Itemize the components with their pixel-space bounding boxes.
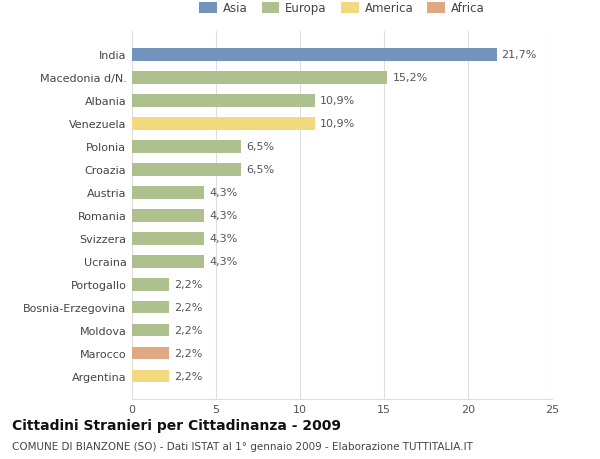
Text: 6,5%: 6,5% [246, 165, 274, 175]
Text: 2,2%: 2,2% [174, 348, 202, 358]
Text: 10,9%: 10,9% [320, 96, 355, 106]
Bar [132, 95, 315, 107]
Legend: Asia, Europa, America, Africa: Asia, Europa, America, Africa [196, 0, 488, 19]
Text: 6,5%: 6,5% [246, 142, 274, 152]
Text: 4,3%: 4,3% [209, 257, 238, 267]
Text: 10,9%: 10,9% [320, 119, 355, 129]
Bar [132, 186, 204, 199]
Bar [132, 140, 241, 153]
Bar [132, 118, 315, 130]
Text: 4,3%: 4,3% [209, 234, 238, 244]
Bar [132, 209, 204, 222]
Bar [132, 255, 204, 268]
Text: 15,2%: 15,2% [392, 73, 428, 83]
Text: 2,2%: 2,2% [174, 302, 202, 313]
Bar [132, 163, 241, 176]
Text: 2,2%: 2,2% [174, 325, 202, 336]
Text: 2,2%: 2,2% [174, 371, 202, 381]
Bar [132, 347, 169, 360]
Bar [132, 49, 497, 62]
Text: COMUNE DI BIANZONE (SO) - Dati ISTAT al 1° gennaio 2009 - Elaborazione TUTTITALI: COMUNE DI BIANZONE (SO) - Dati ISTAT al … [12, 441, 473, 451]
Bar [132, 324, 169, 337]
Text: 4,3%: 4,3% [209, 188, 238, 198]
Bar [132, 232, 204, 245]
Text: 2,2%: 2,2% [174, 280, 202, 290]
Bar [132, 370, 169, 383]
Bar [132, 301, 169, 314]
Text: 4,3%: 4,3% [209, 211, 238, 221]
Text: 21,7%: 21,7% [502, 50, 537, 60]
Bar [132, 278, 169, 291]
Bar [132, 72, 388, 84]
Text: Cittadini Stranieri per Cittadinanza - 2009: Cittadini Stranieri per Cittadinanza - 2… [12, 418, 341, 431]
